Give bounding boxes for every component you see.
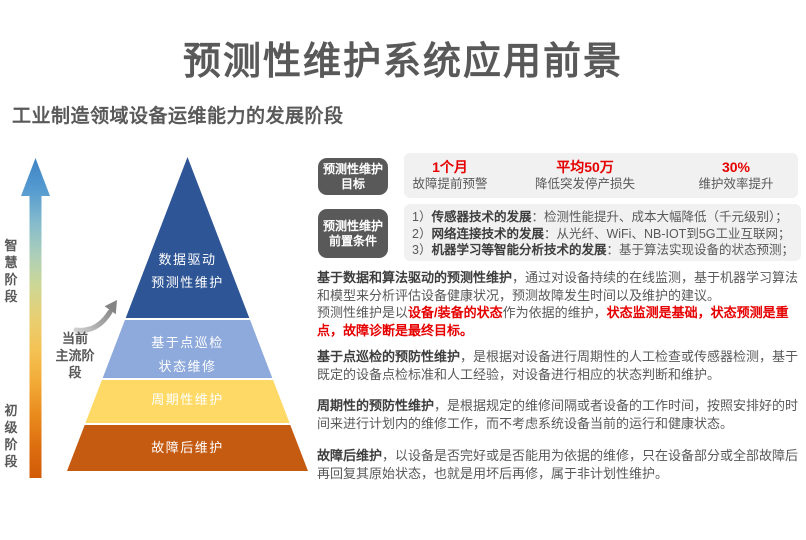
pyramid-label-2a: 基于点巡检 [151, 335, 224, 350]
precondition-item-ml: 3）机器学习等智能分析技术的发展：基于算法实现设备的状态预测； [412, 242, 797, 259]
goal-desc-warning: 故障提前预警 [412, 177, 488, 191]
precondition-label-line1: 预测性维护 [322, 218, 383, 233]
current-stage-label-line1: 当前 [61, 331, 88, 346]
section-subtitle: 工业制造领域设备运维能力的发展阶段 [12, 106, 344, 127]
reactive-bold-lead: 故障后维护 [317, 448, 383, 463]
precondition-prefix-2: 2） [412, 226, 432, 241]
inspection-text: ，是根据对设备进行周期性的人工检查或传感器检测，基于既定的设备点检标准和人工经验… [317, 349, 799, 382]
axis-label-smart-stage: 智慧阶段 [4, 238, 18, 304]
maturity-pyramid-diagram: 数据驱动 预测性维护 基于点巡检 状态维修 周期性维护 故障后维护 [21, 157, 308, 478]
goal-label-line2: 目标 [340, 176, 365, 191]
current-stage-label: 当前 主流阶 段 [46, 330, 104, 381]
axis-label-primary-stage: 初级阶段 [4, 403, 18, 469]
precondition-rest-1: ：检测性能提升、成本大幅降低（千元级别）； [531, 210, 788, 224]
precondition-item-network: 2）网络连接技术的发展：从光纤、WiFi、NB-IOT到5G工业互联网； [412, 226, 797, 243]
predictive-text-a: ，通过对设备持续的在线监测，基于机器学习算法和模型来分析评估设备健康状况，预测故… [317, 270, 799, 320]
precondition-rest-2: ：从光纤、WiFi、NB-IOT到5G工业互联网； [543, 226, 791, 241]
page-title: 预测性维护系统应用前景 [182, 41, 623, 83]
periodic-text: ，是根据规定的维修间隔或者设备的工作时间，按照安排好的时间来进行计划内的维修工作… [317, 398, 799, 431]
pyramid-label-3: 周期性维护 [151, 392, 224, 407]
current-stage-arrow-icon [73, 300, 117, 333]
goal-item-efficiency: 30% 维护效率提升 [674, 158, 798, 193]
goal-content-box: 1个月 故障提前预警 平均50万 降低突发停产损失 30% 维护效率提升 [404, 153, 798, 198]
precondition-prefix-1: 1） [412, 210, 432, 224]
current-stage-label-line2: 主流阶 [55, 348, 95, 363]
pyramid-label-1a: 数据驱动 [158, 252, 216, 267]
predictive-text-c: 作为依据的维护， [502, 305, 607, 320]
goal-value-efficiency: 30% [721, 159, 751, 175]
goal-desc-loss: 降低突发停产损失 [534, 177, 635, 191]
paragraph-reactive-maintenance: 故障后维护，以设备是否完好或是否能用为依据的维修，只在设备部分或全部故障后再回复… [317, 447, 806, 482]
precondition-bold-1: 传感器技术的发展 [431, 210, 532, 224]
paragraph-predictive-maintenance: 基于数据和算法驱动的预测性维护，通过对设备持续的在线监测，基于机器学习算法和模型… [317, 269, 806, 339]
goal-label-box: 预测性维护 目标 [318, 158, 388, 195]
predictive-red-b: 设备/装备的状态 [408, 305, 503, 320]
goal-label-line1: 预测性维护 [322, 161, 383, 176]
goal-item-warning: 1个月 故障提前预警 [404, 158, 496, 193]
precondition-item-sensor: 1）传感器技术的发展：检测性能提升、成本大幅降低（千元级别）； [412, 209, 797, 226]
precondition-bold-2: 网络连接技术的发展 [431, 226, 544, 241]
goal-desc-efficiency: 维护效率提升 [698, 177, 774, 191]
stage-axis-arrow-icon [21, 158, 50, 478]
paragraph-inspection-maintenance: 基于点巡检的预防性维护，是根据对设备进行周期性的人工检查或传感器检测，基于既定的… [317, 348, 806, 383]
pyramid-label-1b: 预测性维护 [151, 275, 224, 290]
pyramid-label-4: 故障后维护 [151, 440, 224, 455]
predictive-bold-lead: 基于数据和算法驱动的预测性维护 [317, 270, 513, 285]
pyramid-level-predictive [125, 157, 250, 318]
precondition-label-line2: 前置条件 [328, 233, 377, 248]
precondition-label-box: 预测性维护 前置条件 [318, 209, 388, 258]
predictive-red-d: 状态监测是基础，状态预测是重点，故障诊断是最终目标。 [317, 305, 789, 338]
goal-item-loss: 平均50万 降低突发停产损失 [496, 158, 674, 193]
goal-value-warning: 1个月 [432, 159, 468, 175]
pyramid-level-inspection [102, 320, 273, 378]
current-stage-label-line3: 段 [68, 365, 82, 380]
precondition-rest-3: ：基于算法实现设备的状态预测； [606, 243, 794, 257]
precondition-content-box: 1）传感器技术的发展：检测性能提升、成本大幅降低（千元级别）； 2）网络连接技术… [404, 204, 801, 261]
inspection-bold-lead: 基于点巡检的预防性维护 [317, 349, 461, 364]
reactive-text: ，以设备是否完好或是否能用为依据的维修，只在设备部分或全部故障后再回复其原始状态… [317, 448, 799, 481]
paragraph-periodic-maintenance: 周期性的预防性维护，是根据规定的维修间隔或者设备的工作时间，按照安排好的时间来进… [317, 397, 806, 432]
pyramid-label-2b: 状态维修 [158, 359, 216, 374]
precondition-bold-3: 机器学习等智能分析技术的发展 [431, 243, 607, 257]
pyramid-level-periodic [85, 380, 290, 423]
precondition-prefix-3: 3） [412, 243, 432, 257]
goal-value-loss: 平均50万 [556, 159, 614, 175]
periodic-bold-lead: 周期性的预防性维护 [317, 398, 435, 413]
pyramid-level-reactive [67, 425, 308, 471]
